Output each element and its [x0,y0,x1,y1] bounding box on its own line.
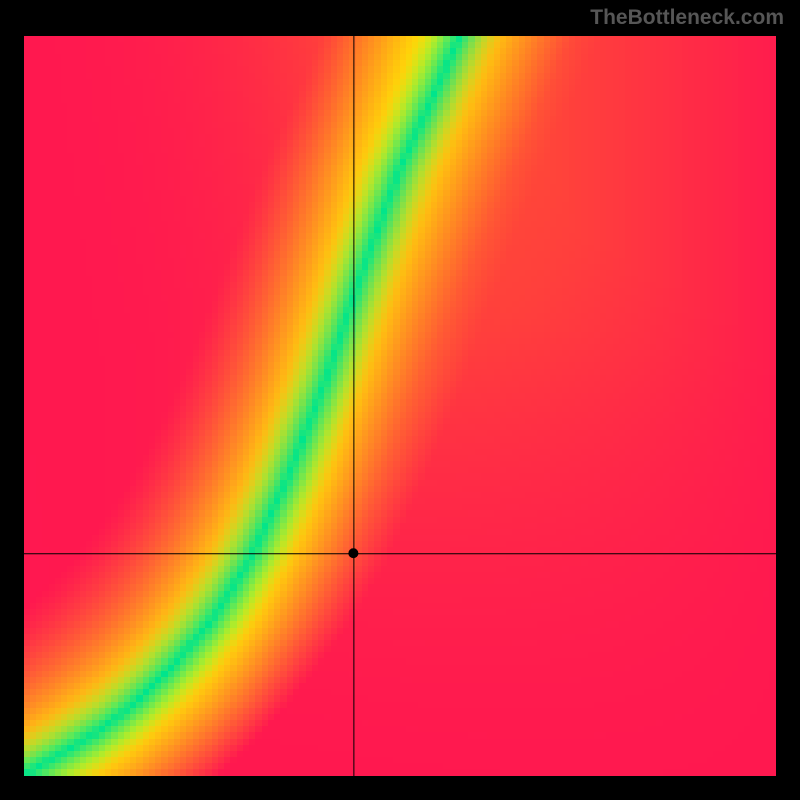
heatmap-canvas [24,36,776,776]
chart-container: TheBottleneck.com [0,0,800,800]
watermark-text: TheBottleneck.com [590,6,784,30]
heatmap-plot [24,36,776,776]
